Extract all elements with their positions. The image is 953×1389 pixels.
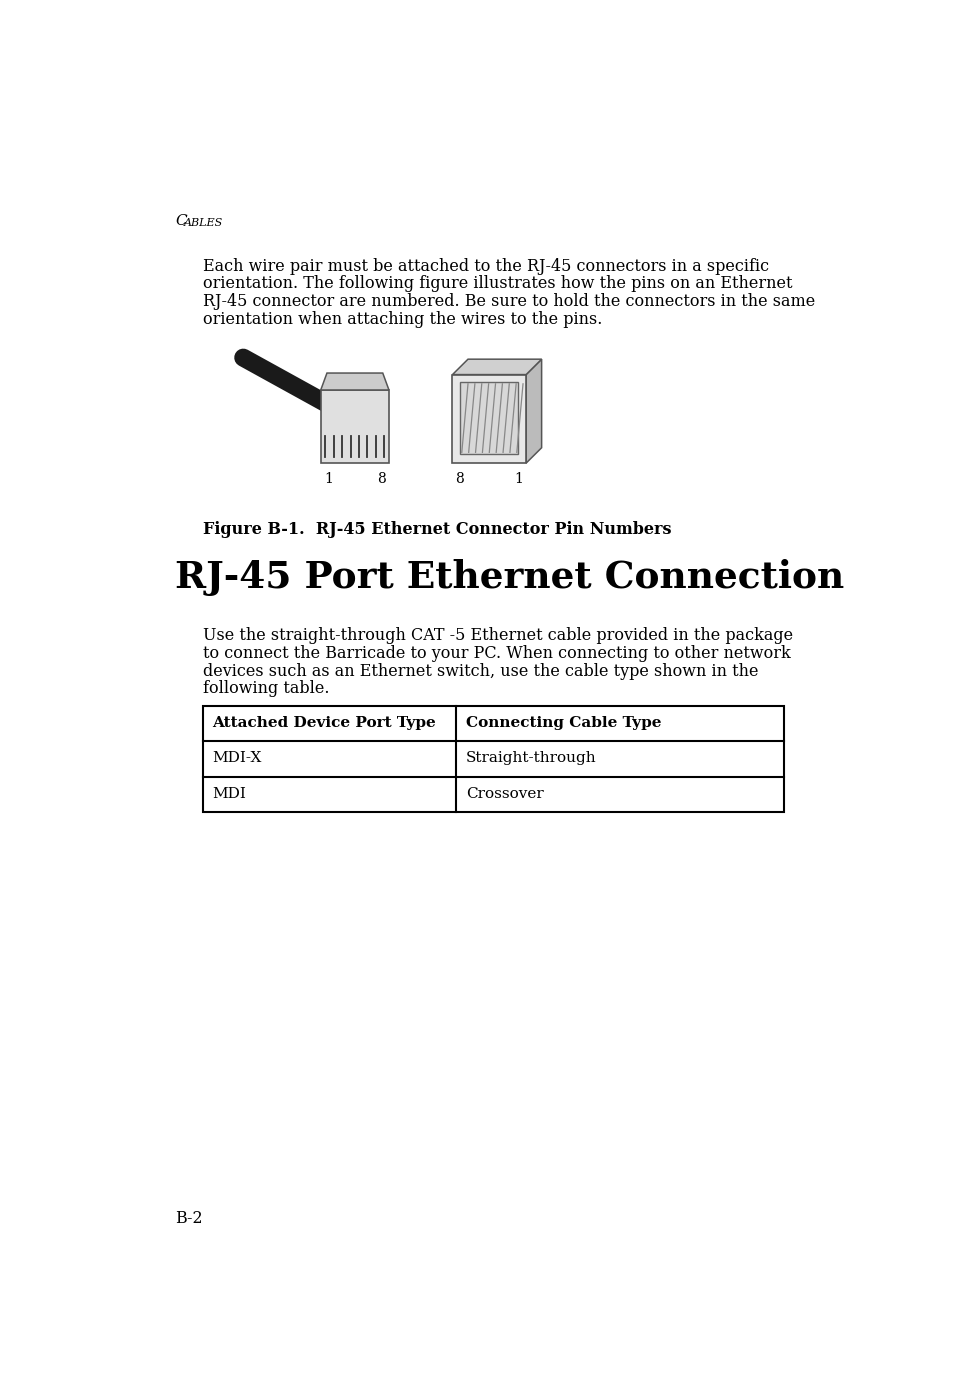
Text: devices such as an Ethernet switch, use the cable type shown in the: devices such as an Ethernet switch, use … [203, 663, 758, 679]
Bar [459, 382, 517, 454]
Text: orientation when attaching the wires to the pins.: orientation when attaching the wires to … [203, 311, 601, 328]
Text: B-2: B-2 [174, 1210, 202, 1226]
Polygon shape [320, 374, 389, 390]
Text: Crossover: Crossover [465, 786, 543, 800]
Bar [203, 706, 783, 813]
Polygon shape [452, 360, 541, 375]
Bar [321, 458, 388, 463]
Text: Connecting Cable Type: Connecting Cable Type [465, 715, 660, 729]
Text: 1: 1 [323, 472, 333, 486]
Text: to connect the Barricade to your PC. When connecting to other network: to connect the Barricade to your PC. Whe… [203, 644, 790, 661]
Text: 8: 8 [376, 472, 385, 486]
Text: Attached Device Port Type: Attached Device Port Type [212, 715, 436, 729]
Text: Straight-through: Straight-through [465, 751, 596, 765]
Text: ABLES: ABLES [183, 218, 223, 228]
Text: 1: 1 [514, 472, 522, 486]
Text: following table.: following table. [203, 681, 329, 697]
Text: C: C [174, 214, 187, 228]
Text: Each wire pair must be attached to the RJ-45 connectors in a specific: Each wire pair must be attached to the R… [203, 257, 768, 275]
Text: RJ-45 connector are numbered. Be sure to hold the connectors in the same: RJ-45 connector are numbered. Be sure to… [203, 293, 815, 310]
Text: Figure B-1.  RJ-45 Ethernet Connector Pin Numbers: Figure B-1. RJ-45 Ethernet Connector Pin… [203, 521, 671, 538]
Bar [452, 375, 525, 463]
Text: MDI-X: MDI-X [212, 751, 261, 765]
Text: RJ-45 Port Ethernet Connection: RJ-45 Port Ethernet Connection [174, 560, 843, 596]
Text: Use the straight-through CAT -5 Ethernet cable provided in the package: Use the straight-through CAT -5 Ethernet… [203, 628, 792, 644]
Text: MDI: MDI [212, 786, 246, 800]
Polygon shape [525, 360, 541, 463]
Text: orientation. The following figure illustrates how the pins on an Ethernet: orientation. The following figure illust… [203, 275, 792, 292]
Bar [320, 390, 389, 463]
Text: 8: 8 [456, 472, 464, 486]
